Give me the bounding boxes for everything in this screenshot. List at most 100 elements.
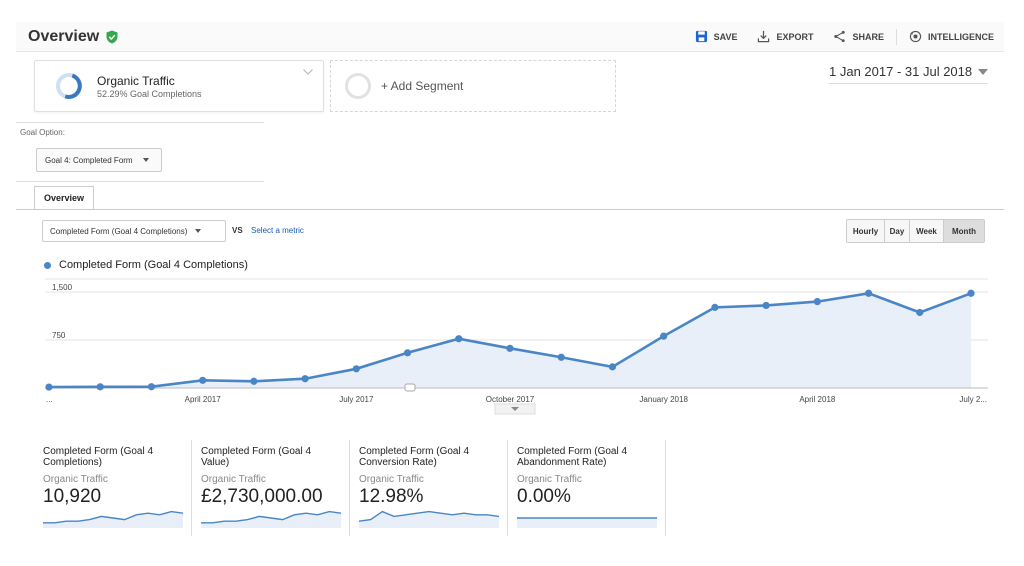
tab-overview[interactable]: Overview xyxy=(34,186,94,210)
data-point xyxy=(813,298,821,306)
segment-name: Organic Traffic xyxy=(97,73,175,88)
granularity-month-button[interactable]: Month xyxy=(944,220,984,242)
data-point xyxy=(967,289,975,297)
data-point xyxy=(455,335,463,343)
data-point xyxy=(608,363,617,371)
line-chart: 750 1,500... April 2017 July 2017 October 20… xyxy=(45,278,988,415)
sparkline-area xyxy=(517,518,657,528)
goal-option-select[interactable]: Goal 4: Completed Form xyxy=(36,148,162,172)
sparkline xyxy=(43,510,183,528)
data-point xyxy=(250,377,258,385)
scorecard-value: 0.00% xyxy=(517,486,571,507)
time-granularity-group: Hourly Day Week Month xyxy=(846,219,985,243)
download-icon xyxy=(758,30,770,43)
granularity-day-button[interactable]: Day xyxy=(885,220,910,242)
metric-select[interactable]: Completed Form (Goal 4 Completions) xyxy=(42,220,226,242)
verified-shield-icon xyxy=(106,30,118,43)
goal-option-label: Goal Option: xyxy=(20,128,65,137)
intelligence-icon xyxy=(909,30,922,43)
page-title: Overview xyxy=(16,28,119,46)
goal-option-value: Goal 4: Completed Form xyxy=(45,155,133,165)
goal-option-panel xyxy=(16,122,264,182)
floppy-disk-icon xyxy=(695,30,707,43)
caret-down-icon xyxy=(142,158,149,162)
sparkline xyxy=(359,510,499,528)
x-tick-label: July 2... xyxy=(959,395,987,404)
data-point xyxy=(762,301,770,310)
scorecard-value: £2,730,000.00 xyxy=(201,486,323,507)
scorecard-segment: Organic Traffic xyxy=(359,474,424,485)
x-tick-label: April 2017 xyxy=(185,395,222,404)
data-point xyxy=(352,365,360,373)
segment-card[interactable]: Organic Traffic 52.29% Goal Completions xyxy=(34,60,324,112)
data-point xyxy=(147,383,156,391)
annotation-marker-icon xyxy=(404,383,416,392)
vs-label: VS xyxy=(232,226,243,235)
share-icon xyxy=(834,30,846,43)
sparkline-line xyxy=(43,510,183,524)
data-point xyxy=(916,308,924,317)
scorecard[interactable]: Completed Form (Goal 4 Abandonment Rate)… xyxy=(508,440,666,536)
data-point xyxy=(864,289,873,297)
granularity-week-button[interactable]: Week xyxy=(910,220,944,242)
scorecard[interactable]: Completed Form (Goal 4 Conversion Rate) … xyxy=(350,440,508,536)
chevron-down-icon[interactable] xyxy=(303,69,313,75)
sparkline xyxy=(201,510,341,528)
sparkline-line xyxy=(201,510,341,524)
scorecard[interactable]: Completed Form (Goal 4 Value) Organic Tr… xyxy=(192,440,350,536)
scorecard-segment: Organic Traffic xyxy=(517,474,582,485)
data-point xyxy=(403,349,412,357)
x-tick-label: July 2017 xyxy=(339,395,374,404)
tab-overview-label: Overview xyxy=(43,193,85,203)
scorecard-value: 12.98% xyxy=(359,486,424,507)
y-tick-label: 1,500 xyxy=(52,283,73,292)
data-point xyxy=(557,353,565,361)
header-actions: SAVE EXPORT SHARE INTELL xyxy=(685,28,1004,45)
x-tick-label: April 2018 xyxy=(799,395,836,404)
date-range-picker[interactable]: 1 Jan 2017 - 31 Jul 2018 xyxy=(829,64,989,84)
scorecard-value: 10,920 xyxy=(43,486,102,507)
share-button[interactable]: SHARE xyxy=(823,30,894,43)
divider xyxy=(895,28,897,45)
data-point xyxy=(199,376,207,384)
series-area xyxy=(49,293,971,388)
scorecard-title: Completed Form (Goal 4 Conversion Rate) xyxy=(359,446,470,468)
scorecard-segment: Organic Traffic xyxy=(201,474,266,485)
scorecard-title: Completed Form (Goal 4 Value) xyxy=(201,446,312,468)
scorecard[interactable]: Completed Form (Goal 4 Completions) Orga… xyxy=(34,440,192,536)
sparkline-area xyxy=(43,511,183,528)
export-label: EXPORT xyxy=(776,31,814,42)
legend-label: Completed Form (Goal 4 Completions) xyxy=(59,259,248,271)
x-tick-label: January 2018 xyxy=(639,395,688,404)
add-segment-button[interactable]: + Add Segment xyxy=(330,60,616,112)
intelligence-button[interactable]: INTELLIGENCE xyxy=(899,30,1004,43)
scorecard-segment: Organic Traffic xyxy=(43,474,108,485)
chart-legend: Completed Form (Goal 4 Completions) xyxy=(44,259,248,271)
date-range-text: 1 Jan 2017 - 31 Jul 2018 xyxy=(829,64,973,79)
data-point xyxy=(711,303,719,311)
data-point xyxy=(96,383,104,391)
x-tick-label: ... xyxy=(46,395,53,404)
segment-donut-icon xyxy=(56,73,82,99)
intelligence-label: INTELLIGENCE xyxy=(927,31,994,42)
save-label: SAVE xyxy=(713,31,738,42)
sparkline-line xyxy=(359,510,499,522)
data-point xyxy=(660,332,668,340)
tab-divider xyxy=(16,209,1004,210)
sparkline-area xyxy=(359,511,499,528)
export-button[interactable]: EXPORT xyxy=(747,30,823,43)
select-metric-link[interactable]: Select a metric xyxy=(251,226,304,235)
page-title-text: Overview xyxy=(28,27,100,45)
caret-down-icon xyxy=(978,68,989,75)
add-segment-label: + Add Segment xyxy=(381,79,464,93)
scorecard-title: Completed Form (Goal 4 Abandonment Rate) xyxy=(517,446,628,468)
granularity-hourly-button[interactable]: Hourly xyxy=(847,220,885,242)
caret-down-icon xyxy=(511,407,519,411)
empty-segment-ring-icon xyxy=(345,73,371,99)
legend-dot xyxy=(44,261,51,269)
save-button[interactable]: SAVE xyxy=(685,30,748,43)
y-tick-label: 750 xyxy=(52,331,66,340)
data-point xyxy=(301,375,309,383)
share-label: SHARE xyxy=(852,31,884,42)
x-tick-label: October 2017 xyxy=(486,395,535,404)
